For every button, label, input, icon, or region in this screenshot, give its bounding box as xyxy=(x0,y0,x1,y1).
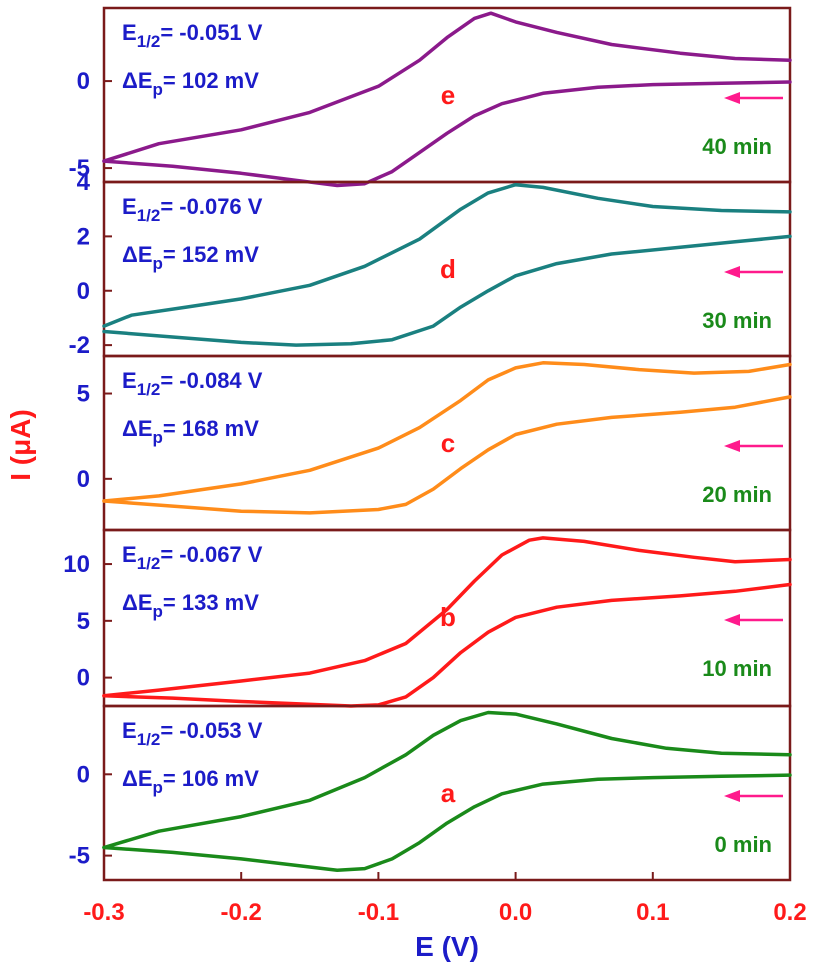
x-tick-label: 0.1 xyxy=(636,899,669,926)
delta-ep-annotation-a: ΔEp= 106 mV xyxy=(122,766,259,797)
curve-a-upper xyxy=(102,710,792,850)
delta-ep-annotation-c: ΔEp= 168 mV xyxy=(122,416,259,447)
y-tick-label-d: 2 xyxy=(77,223,90,250)
e-half-annotation-c: E1/2= -0.084 V xyxy=(122,368,263,399)
curve-c-upper xyxy=(102,361,792,503)
curve-c-lower xyxy=(102,395,792,515)
y-tick-label-b: 10 xyxy=(63,551,90,578)
y-tick-label-c: 0 xyxy=(77,466,90,493)
time-label-e: 40 min xyxy=(702,134,772,159)
time-label-c: 20 min xyxy=(702,482,772,507)
panel-letter-d: d xyxy=(440,254,456,284)
y-tick-label-d: -2 xyxy=(69,332,90,359)
e-half-annotation-a: E1/2= -0.053 V xyxy=(122,718,263,749)
panel-letter-b: b xyxy=(440,602,456,632)
delta-ep-annotation-d: ΔEp= 152 mV xyxy=(122,242,259,273)
x-tick-label: -0.2 xyxy=(221,899,262,926)
panel-letter-c: c xyxy=(441,428,455,458)
y-tick-label-e: -5 xyxy=(69,155,90,182)
time-label-b: 10 min xyxy=(702,656,772,681)
time-label-a: 0 min xyxy=(715,832,772,857)
e-half-annotation-d: E1/2= -0.076 V xyxy=(122,194,263,225)
x-tick-label: -0.1 xyxy=(358,899,399,926)
curve-e-lower xyxy=(102,80,792,188)
curve-d-upper xyxy=(102,182,792,328)
time-label-d: 30 min xyxy=(702,308,772,333)
x-tick-label: 0.2 xyxy=(773,899,806,926)
panel-frame-a xyxy=(102,704,792,882)
y-tick-label-b: 5 xyxy=(77,608,90,635)
curve-b-lower xyxy=(102,582,792,708)
scan-arrow-head-c xyxy=(724,440,740,452)
scan-arrow-head-b xyxy=(724,614,740,626)
e-half-annotation-b: E1/2= -0.067 V xyxy=(122,542,263,573)
delta-ep-annotation-b: ΔEp= 133 mV xyxy=(122,590,259,621)
panel-letter-e: e xyxy=(441,80,455,110)
y-tick-label-d: 4 xyxy=(77,169,91,196)
curve-e-upper xyxy=(102,11,792,163)
scan-arrow-head-d xyxy=(724,266,740,278)
x-axis-title: E (V) xyxy=(415,931,479,962)
x-tick-label: 0.0 xyxy=(499,899,532,926)
y-tick-label-c: 5 xyxy=(77,381,90,408)
curve-b-upper xyxy=(102,536,792,698)
y-tick-label-b: 0 xyxy=(77,665,90,692)
y-tick-label-d: 0 xyxy=(77,278,90,305)
y-tick-label-a: -5 xyxy=(69,843,90,870)
scan-arrow-head-a xyxy=(724,790,740,802)
scan-arrow-head-e xyxy=(724,92,740,104)
curve-d-lower xyxy=(102,234,792,347)
x-tick-label: -0.3 xyxy=(83,899,124,926)
curve-a-lower xyxy=(102,773,792,872)
delta-ep-annotation-e: ΔEp= 102 mV xyxy=(122,68,259,99)
panel-letter-a: a xyxy=(441,778,456,808)
y-tick-label-e: 0 xyxy=(77,68,90,95)
y-tick-label-a: 0 xyxy=(77,761,90,788)
e-half-annotation-e: E1/2= -0.051 V xyxy=(122,20,263,51)
y-axis-title: I (μA) xyxy=(5,409,36,481)
